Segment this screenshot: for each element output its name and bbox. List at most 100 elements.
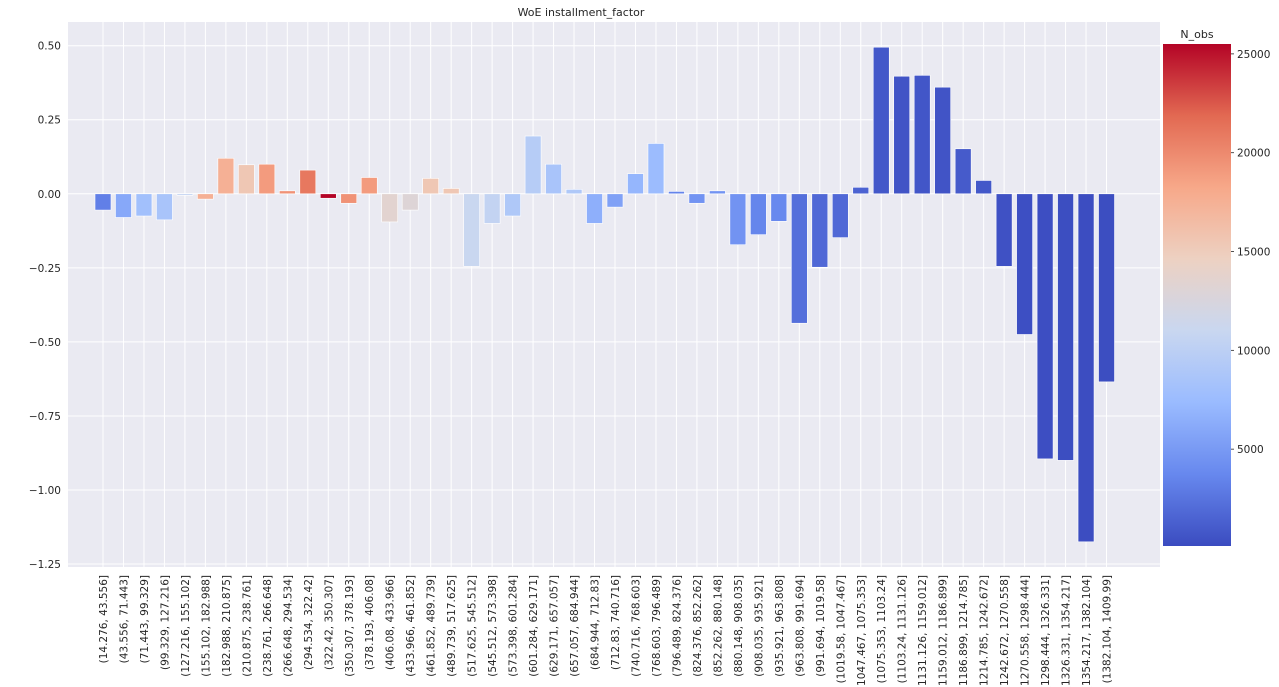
bar [238,164,255,195]
x-tick-label: (908.035, 935.921] [753,575,765,677]
x-tick-label: (1159.012, 1186.899] [938,575,950,687]
bar [340,193,358,204]
bar [524,135,542,195]
x-tick-label: (517.625, 545.512] [467,575,479,677]
bar [176,193,194,196]
x-tick-label: (1019.58, 1047.467] [835,575,847,683]
bar [791,193,808,324]
bar [688,193,706,204]
x-tick-label: (71.443, 99.329] [139,575,151,663]
bar [217,157,235,195]
y-tick-label: −0.50 [29,337,61,349]
x-tick-label: (963.808, 991.694] [794,575,806,677]
bar [401,193,419,211]
x-tick-label: (1326.331, 1354.217] [1061,575,1073,687]
bar [872,46,890,195]
x-tick-label: (294.534, 322.42] [303,575,315,670]
x-tick-label: (880.148, 908.035] [733,575,745,677]
x-tick-label: (1382.104, 1409.99] [1102,575,1114,683]
x-tick-label: (1047.467, 1075.353] [856,575,868,687]
bar [750,193,767,235]
x-tick-label: (684.944, 712.83] [590,575,602,670]
x-tick-label: (1103.24, 1131.126] [897,575,909,683]
bar [913,75,931,195]
colorbar-tick-label: 5000 [1237,444,1264,456]
y-tick-label: −1.00 [29,485,61,497]
x-tick-label: (489.739, 517.625] [446,575,458,677]
colorbar-tick-label: 25000 [1237,49,1270,61]
bar [360,177,378,195]
bar [1016,193,1033,335]
colorbar-tick-label: 15000 [1237,247,1270,259]
colorbar-title: N_obs [1180,28,1213,41]
x-tick-label: (545.512, 573.398] [487,575,499,677]
bar [135,193,153,217]
x-tick-label: (406.08, 433.966] [385,575,397,670]
x-tick-label: (1354.217, 1382.104] [1081,575,1093,687]
y-tick-label: 0.50 [38,41,61,53]
x-tick-label: (740.716, 768.603] [630,575,642,677]
x-tick-label: (99.329, 127.216] [159,575,171,670]
x-tick-label: (601.284, 629.171] [528,575,540,677]
bar [647,143,665,195]
colorbar-ticks: 5000 10000 15000 20000 25000 [1231,49,1270,456]
bar [627,173,644,195]
bar [115,193,132,218]
bar [422,178,439,195]
bar [729,193,747,246]
colorbar-tick-label: 10000 [1237,345,1270,357]
x-tick-label: (1131.126, 1159.012] [917,575,929,687]
x-tick-label: (155.102, 182.988] [200,575,212,677]
bar [442,188,460,195]
bar [381,193,399,223]
bar [831,193,849,238]
x-tick-label: (210.875, 238.761] [241,575,253,677]
x-tick-label: (573.398, 601.284] [508,575,520,677]
y-tick-label: −0.75 [29,411,61,423]
bar [852,186,870,195]
x-tick-label: (14.276, 43.556] [98,575,110,663]
bar [565,189,583,195]
plot-area [68,22,1160,567]
bars [94,46,1115,543]
bar [954,148,972,195]
bar [606,193,624,208]
x-tick-label: (629.171, 657.057] [549,575,561,677]
bar [463,193,480,267]
colorbar-gradient [1163,44,1231,546]
x-tick-label: (1075.353, 1103.24] [876,575,888,683]
y-tick-label: 0.00 [38,189,61,201]
colorbar: N_obs 5000 10000 15000 20000 25000 [1163,28,1270,546]
x-tick-label: (378.193, 406.08] [364,575,376,670]
x-tick-label: (238.761, 266.648] [262,575,274,677]
y-axis-ticks: 0.50 0.25 0.00 −0.25 −0.50 −0.75 −1.00 −1.25 [29,41,61,571]
colorbar-tick-label: 20000 [1237,148,1270,160]
y-tick-label: −1.25 [29,559,61,571]
x-tick-label: (852.262, 880.148] [712,575,724,677]
bar [299,169,317,195]
x-tick-label: (796.489, 824.376] [671,575,683,677]
bar [483,193,501,224]
bar [811,193,829,268]
x-tick-label: (266.648, 294.534] [282,575,294,677]
x-tick-label: (1214.785, 1242.672] [979,575,991,687]
x-tick-label: (43.556, 71.443] [118,575,130,663]
bar [975,180,992,195]
bar [709,190,726,195]
x-tick-label: (350.307, 378.193] [344,575,356,677]
x-tick-label: (433.966, 461.852] [405,575,417,677]
chart-title: WoE installment_factor [518,6,645,19]
bar [668,191,685,195]
bar [258,163,276,195]
x-axis-ticks: (14.276, 43.556] (43.556, 71.443] (71.443,… [98,575,1114,687]
bar [770,193,788,222]
x-tick-label: (1186.899, 1214.785] [958,575,970,687]
bar [893,75,911,195]
bar [586,193,603,224]
bar [319,193,337,199]
x-tick-label: (657.057, 684.944] [569,575,581,677]
bar [94,193,112,211]
x-tick-label: (461.852, 489.739] [426,575,438,677]
x-tick-label: (1242.672, 1270.558] [999,575,1011,687]
